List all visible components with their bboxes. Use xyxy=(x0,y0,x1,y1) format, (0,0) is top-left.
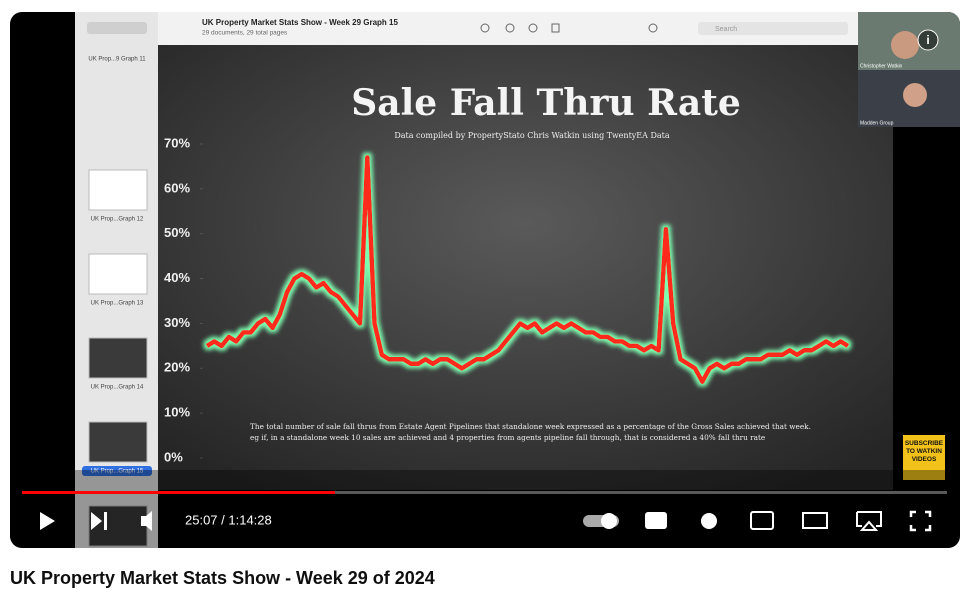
annotation: eg if, in a standalone week 10 sales are… xyxy=(250,433,765,442)
doc-title: UK Property Market Stats Show - Week 29 … xyxy=(202,18,398,27)
theater-button[interactable] xyxy=(802,512,828,529)
webcam-name: Madden Group xyxy=(860,120,894,126)
line-series xyxy=(205,155,850,384)
thumbnail-label: UK Prop...Graph 12 xyxy=(91,217,144,223)
thumbnail-label: UK Prop...Graph 15 xyxy=(91,469,144,475)
badge-wrap: SUBSCRIBE TO WATKIN VIDEOS xyxy=(904,440,944,463)
y-tick-label: 10% xyxy=(164,405,190,420)
subscribe-badge[interactable] xyxy=(903,435,945,480)
y-tick-label: 20% xyxy=(164,360,190,375)
thumbnail xyxy=(88,337,148,379)
zoom-out-icon[interactable] xyxy=(505,23,515,33)
controls-shade xyxy=(10,470,960,548)
badge-text: SUBSCRIBE TO WATKIN VIDEOS xyxy=(904,440,944,463)
search-box[interactable] xyxy=(698,22,848,35)
sidebar-button[interactable] xyxy=(87,22,147,34)
thumbnail-selected xyxy=(82,466,152,476)
video[interactable]: UK Prop...9 Graph 11 UK Prop...Graph 12 UK… xyxy=(10,12,960,559)
markup-icon[interactable] xyxy=(648,23,658,33)
zoom-in-icon[interactable] xyxy=(528,23,538,33)
cast-button[interactable] xyxy=(856,511,882,531)
chart-area xyxy=(158,45,893,490)
thumbnail xyxy=(88,253,148,295)
y-tick-label: 0% xyxy=(164,449,183,464)
chart-subtitle: Data compiled by PropertyStato Chris Wat… xyxy=(394,131,670,140)
miniplayer-button[interactable] xyxy=(750,511,774,530)
chart-title: Sale Fall Thru Rate xyxy=(351,82,740,124)
y-tick-label: 30% xyxy=(164,315,190,330)
captions-button[interactable] xyxy=(645,512,667,529)
video-title: UK Property Market Stats Show - Week 29 … xyxy=(10,568,435,588)
next-button[interactable] xyxy=(91,512,107,530)
share-icon[interactable] xyxy=(551,23,560,33)
thumbnail xyxy=(88,421,148,463)
info-button[interactable] xyxy=(917,29,939,51)
info-icon[interactable] xyxy=(480,23,490,33)
info-glyph: i xyxy=(926,33,929,47)
thumbnail-label: UK Prop...Graph 13 xyxy=(91,301,144,307)
doc-info: 29 documents, 29 total pages xyxy=(202,30,288,37)
thumbnail xyxy=(88,169,148,211)
autoplay-knob xyxy=(601,513,617,529)
y-tick-label: 60% xyxy=(164,180,190,195)
person xyxy=(903,83,927,107)
annotation: The total number of sale fall thrus from… xyxy=(250,422,811,431)
volume-button[interactable] xyxy=(141,511,152,531)
settings-button[interactable] xyxy=(701,513,717,529)
thumbnail-label: UK Prop...Graph 16 xyxy=(91,553,144,559)
thumbnail-label: UK Prop...Graph 14 xyxy=(91,385,144,391)
y-tick-label: 70% xyxy=(164,135,190,150)
y-tick-label: 40% xyxy=(164,270,190,285)
thumbnail-label: UK Prop...9 Graph 11 xyxy=(88,57,146,63)
webcam-name: Christopher Watkin xyxy=(860,63,903,69)
progress-played xyxy=(22,491,335,494)
y-tick-label: 50% xyxy=(164,225,190,240)
person xyxy=(891,31,919,59)
fullscreen-button[interactable] xyxy=(909,510,932,532)
progress-track[interactable] xyxy=(22,491,947,494)
time: 25:07 / 1:14:28 xyxy=(185,512,272,527)
search-placeholder: Search xyxy=(715,26,737,33)
play-button[interactable] xyxy=(40,512,55,530)
